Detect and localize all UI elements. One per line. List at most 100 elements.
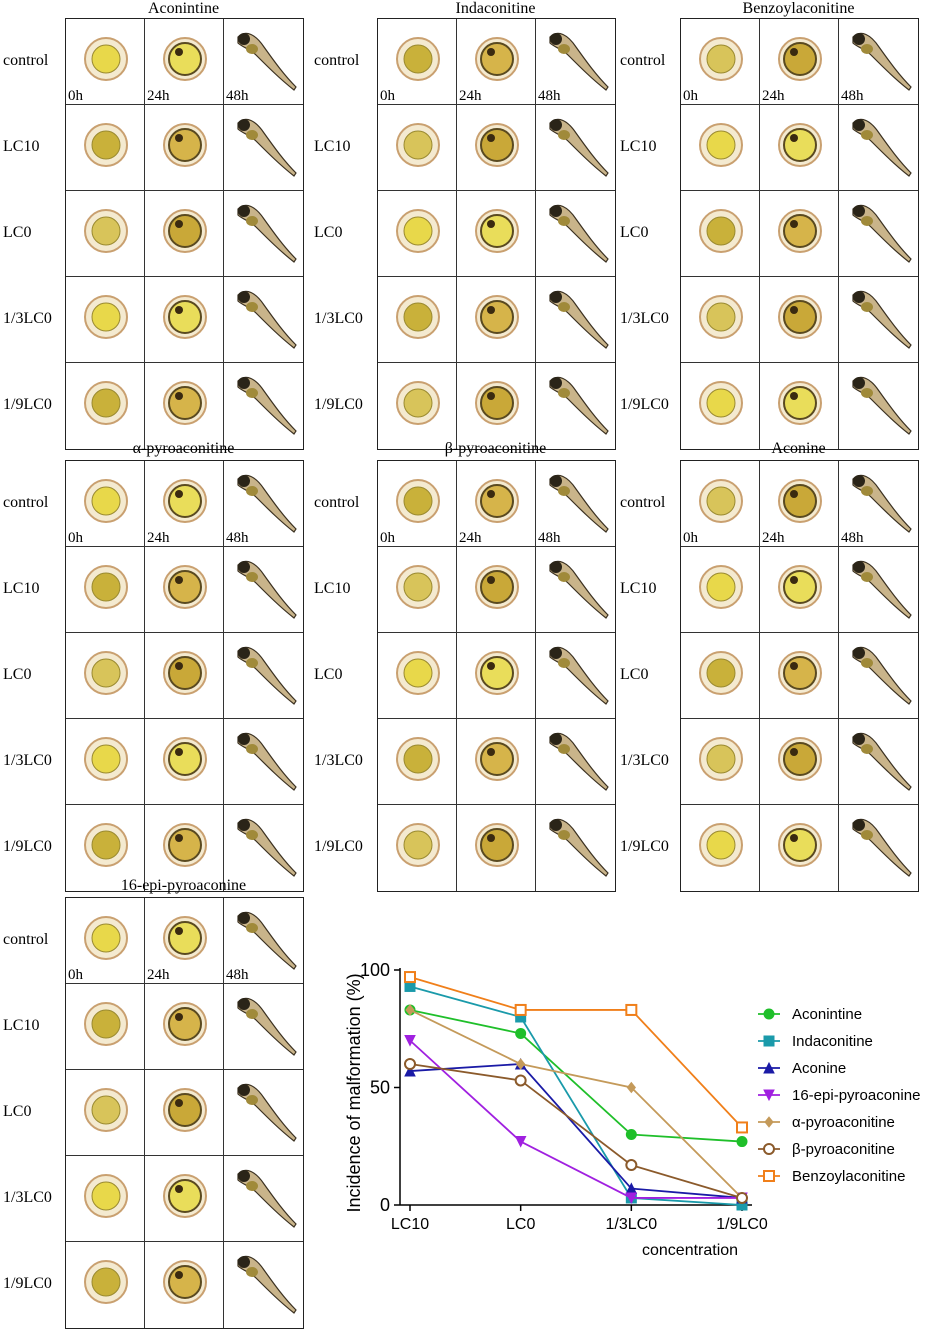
embryo-image-cell bbox=[66, 363, 145, 449]
x-axis-label: concentration bbox=[642, 1242, 738, 1259]
embryo-image-cell bbox=[839, 105, 918, 191]
embryo-picture bbox=[778, 479, 822, 523]
data-point bbox=[763, 1089, 775, 1102]
embryo-image-cell bbox=[839, 363, 918, 449]
embryo-image-cell bbox=[224, 633, 303, 719]
embryo-image-cell bbox=[536, 547, 615, 633]
embryo-picture bbox=[163, 37, 207, 81]
larva-picture bbox=[549, 376, 609, 435]
time-label: 0h bbox=[380, 88, 395, 104]
time-label: 0h bbox=[683, 530, 698, 546]
embryo-picture bbox=[84, 479, 128, 523]
y-tick-label: 100 bbox=[360, 960, 390, 980]
embryo-picture bbox=[778, 823, 822, 867]
embryo-picture bbox=[475, 651, 519, 695]
embryo-image-cell bbox=[224, 105, 303, 191]
larva-picture bbox=[237, 1255, 297, 1314]
embryo-picture bbox=[475, 479, 519, 523]
embryo-image-cell bbox=[224, 984, 303, 1070]
embryo-image-cell bbox=[224, 1156, 303, 1242]
larva-picture bbox=[852, 118, 912, 177]
embryo-image-cell bbox=[760, 277, 839, 363]
larva-picture bbox=[549, 32, 609, 91]
embryo-picture bbox=[699, 209, 743, 253]
data-point bbox=[516, 1058, 526, 1070]
larva-picture bbox=[549, 560, 609, 619]
embryo-picture bbox=[778, 123, 822, 167]
image-grid: 0h 24h 48h bbox=[65, 460, 304, 892]
embryo-image-cell bbox=[66, 547, 145, 633]
embryo-image-cell bbox=[145, 984, 224, 1070]
embryo-image-cell bbox=[224, 363, 303, 449]
embryo-image-cell bbox=[681, 547, 760, 633]
embryo-picture bbox=[475, 209, 519, 253]
embryo-image-cell bbox=[378, 805, 457, 891]
embryo-image-cell bbox=[681, 277, 760, 363]
embryo-picture bbox=[778, 565, 822, 609]
embryo-image-cell bbox=[457, 277, 536, 363]
chart-legend: Aconintine Indaconitine Aconine 16-epi-pyro… bbox=[758, 1006, 920, 1185]
embryo-image-cell: 0h bbox=[66, 19, 145, 105]
embryo-picture bbox=[84, 381, 128, 425]
embryo-picture bbox=[163, 123, 207, 167]
embryo-image-cell bbox=[681, 633, 760, 719]
series-line bbox=[409, 1063, 743, 1199]
row-label: LC0 bbox=[3, 224, 32, 241]
x-tick-label: LC10 bbox=[391, 1216, 429, 1233]
embryo-image-cell: 48h bbox=[839, 461, 918, 547]
embryo-image-cell bbox=[536, 633, 615, 719]
embryo-image-cell bbox=[224, 1070, 303, 1156]
data-point bbox=[404, 1064, 416, 1077]
row-label: 1/3LC0 bbox=[3, 752, 52, 769]
row-label: LC10 bbox=[314, 138, 351, 155]
data-point bbox=[763, 1170, 775, 1182]
data-point bbox=[625, 1159, 638, 1172]
series-line bbox=[409, 985, 743, 1206]
embryo-picture bbox=[84, 737, 128, 781]
embryo-image-cell bbox=[378, 191, 457, 277]
embryo-image-cell bbox=[378, 547, 457, 633]
embryo-image-cell bbox=[457, 191, 536, 277]
embryo-picture bbox=[84, 123, 128, 167]
embryo-picture bbox=[778, 651, 822, 695]
embryo-picture bbox=[699, 651, 743, 695]
row-label: 1/9LC0 bbox=[3, 838, 52, 855]
row-label: 1/3LC0 bbox=[314, 310, 363, 327]
embryo-picture bbox=[778, 295, 822, 339]
embryo-image-cell bbox=[224, 805, 303, 891]
time-label: 0h bbox=[380, 530, 395, 546]
embryo-image-cell: 0h bbox=[378, 19, 457, 105]
row-label: 1/3LC0 bbox=[3, 310, 52, 327]
embryo-picture bbox=[163, 295, 207, 339]
data-point bbox=[625, 1003, 638, 1016]
embryo-image-cell bbox=[378, 105, 457, 191]
larva-picture bbox=[237, 204, 297, 263]
embryo-image-cell bbox=[457, 363, 536, 449]
embryo-image-cell bbox=[536, 277, 615, 363]
row-label: LC10 bbox=[3, 138, 40, 155]
row-label: control bbox=[314, 52, 360, 69]
row-label: LC0 bbox=[3, 666, 32, 683]
embryo-image-cell bbox=[66, 105, 145, 191]
series-2 bbox=[404, 1057, 748, 1204]
row-label: 1/3LC0 bbox=[620, 752, 669, 769]
embryo-image-cell bbox=[145, 1242, 224, 1328]
row-label: control bbox=[3, 52, 49, 69]
embryo-image-cell: 24h bbox=[457, 461, 536, 547]
embryo-picture bbox=[396, 651, 440, 695]
time-label: 24h bbox=[147, 530, 170, 546]
time-label: 24h bbox=[762, 88, 785, 104]
time-label: 24h bbox=[147, 88, 170, 104]
embryo-picture bbox=[475, 737, 519, 781]
embryo-image-cell bbox=[378, 363, 457, 449]
embryo-image-cell bbox=[145, 1070, 224, 1156]
data-point bbox=[626, 1081, 636, 1094]
larva-picture bbox=[852, 474, 912, 533]
time-label: 48h bbox=[226, 967, 249, 983]
embryo-image-cell bbox=[457, 547, 536, 633]
embryo-image-cell bbox=[66, 805, 145, 891]
time-label: 0h bbox=[68, 88, 83, 104]
embryo-image-cell: 24h bbox=[760, 19, 839, 105]
embryo-image-cell bbox=[224, 191, 303, 277]
embryo-picture bbox=[396, 479, 440, 523]
